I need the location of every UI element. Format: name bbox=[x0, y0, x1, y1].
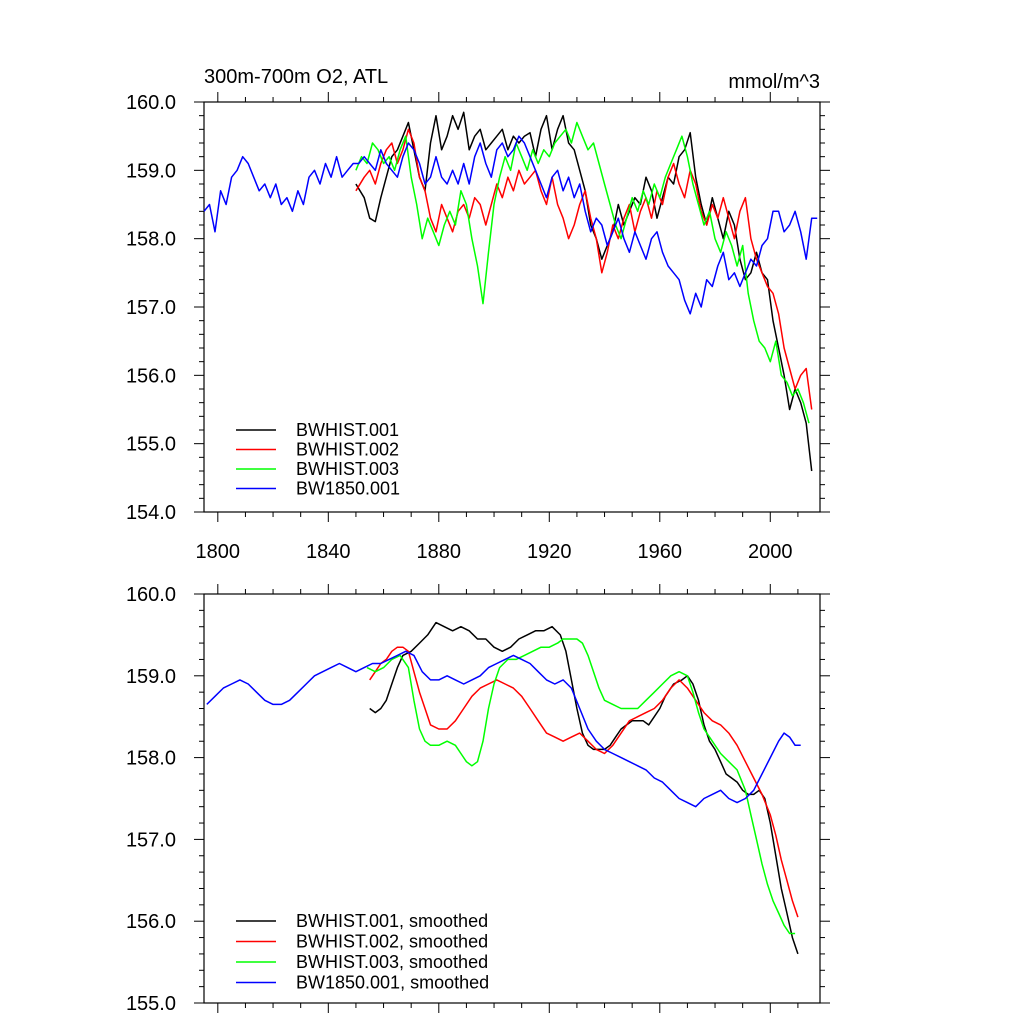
chart-title: 300m-700m O2, ATL bbox=[204, 66, 388, 88]
series-line-1 bbox=[355, 111, 813, 472]
series-line-2 bbox=[355, 128, 813, 410]
y-tick-label: 154.0 bbox=[126, 502, 176, 524]
legend-label: BWHIST.001 bbox=[296, 420, 399, 440]
x-tick-label: 1800 bbox=[196, 541, 241, 563]
y-tick-label: 160.0 bbox=[126, 584, 176, 606]
y-tick-label: 158.0 bbox=[126, 748, 176, 770]
legend-label: BWHIST.002, smoothed bbox=[296, 932, 488, 952]
y-tick-label: 158.0 bbox=[126, 229, 176, 251]
chart-bottom: 155.0 156.0 157.0 158.0 159.0 160.0 BWHIST.001… bbox=[126, 584, 830, 1015]
y-tick-label: 155.0 bbox=[126, 434, 176, 456]
series-line-2 bbox=[369, 646, 799, 918]
y-tick-label: 155.0 bbox=[126, 993, 176, 1015]
y-tick-label: 159.0 bbox=[126, 160, 176, 182]
series-line-1 bbox=[369, 621, 799, 955]
x-tick-label: 1880 bbox=[417, 541, 462, 563]
plot-frame bbox=[203, 593, 821, 1004]
x-tick-label: 1960 bbox=[638, 541, 683, 563]
y-tick-label: 159.0 bbox=[126, 666, 176, 688]
legend-label: BWHIST.002 bbox=[296, 440, 399, 460]
legend-label: BWHIST.003, smoothed bbox=[296, 952, 488, 972]
y-tick-label: 156.0 bbox=[126, 365, 176, 387]
series-line-4 bbox=[203, 135, 818, 315]
y-tick-label: 156.0 bbox=[126, 911, 176, 933]
y-tick-label: 157.0 bbox=[126, 297, 176, 319]
legend-label: BWHIST.003 bbox=[296, 459, 399, 479]
legend-label: BW1850.001 bbox=[296, 479, 400, 499]
legend-label: BW1850.001, smoothed bbox=[296, 973, 489, 993]
series-line-3 bbox=[366, 638, 796, 935]
x-tick-label: 1920 bbox=[527, 541, 572, 563]
plot-area bbox=[206, 621, 801, 955]
y-tick-label: 160.0 bbox=[126, 92, 176, 114]
chart-top: 300m-700m O2, ATL mmol/m^3 154.0 155.0 156… bbox=[126, 66, 830, 563]
series-line-3 bbox=[355, 121, 810, 424]
x-tick-label: 2000 bbox=[748, 541, 793, 563]
y-tick-label: 157.0 bbox=[126, 829, 176, 851]
x-tick-label: 1840 bbox=[306, 541, 351, 563]
units-label: mmol/m^3 bbox=[728, 71, 820, 93]
legend-label: BWHIST.001, smoothed bbox=[296, 911, 488, 931]
plot-area bbox=[203, 111, 818, 472]
series-line-4 bbox=[206, 650, 801, 808]
